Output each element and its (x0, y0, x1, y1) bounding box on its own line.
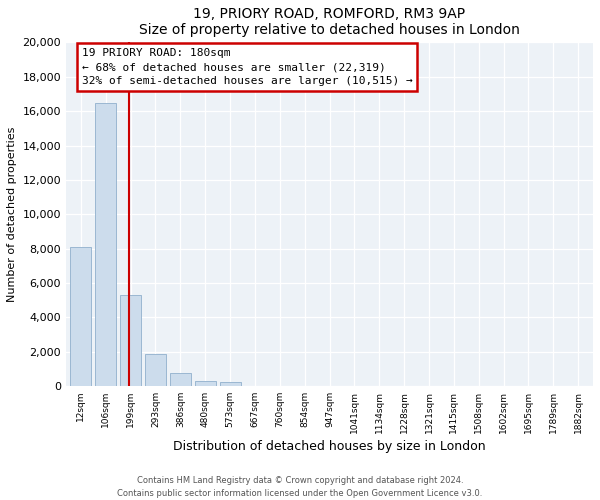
Text: 19 PRIORY ROAD: 180sqm
← 68% of detached houses are smaller (22,319)
32% of semi: 19 PRIORY ROAD: 180sqm ← 68% of detached… (82, 48, 413, 86)
Bar (194, 381, 216, 386)
Bar (120, 295, 141, 386)
Bar (220, 382, 241, 386)
Bar (170, 373, 191, 386)
Bar (145, 354, 166, 386)
X-axis label: Distribution of detached houses by size in London: Distribution of detached houses by size … (173, 440, 486, 453)
Text: Contains HM Land Registry data © Crown copyright and database right 2024.
Contai: Contains HM Land Registry data © Crown c… (118, 476, 482, 498)
Bar (70, 247, 91, 386)
Y-axis label: Number of detached properties: Number of detached properties (7, 126, 17, 302)
Title: 19, PRIORY ROAD, ROMFORD, RM3 9AP
Size of property relative to detached houses i: 19, PRIORY ROAD, ROMFORD, RM3 9AP Size o… (139, 7, 520, 37)
Bar (95, 102, 116, 386)
